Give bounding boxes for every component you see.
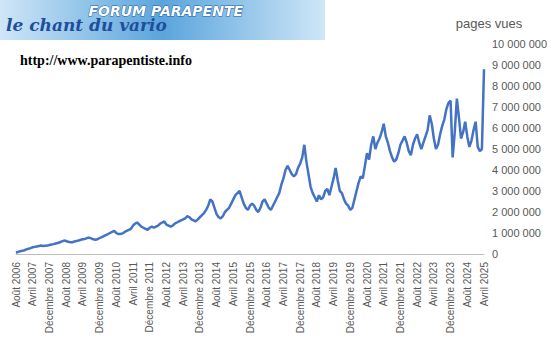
svg-text:Décembre 2015: Décembre 2015 [245, 262, 256, 334]
svg-text:pages vues: pages vues [456, 16, 523, 31]
svg-text:Avril 2007: Avril 2007 [27, 262, 38, 307]
svg-text:Août 2016: Août 2016 [261, 262, 272, 308]
svg-text:Août 2014: Août 2014 [211, 262, 222, 308]
svg-text:6 000 000: 6 000 000 [492, 122, 541, 134]
svg-text:FORUM PARAPENTE: FORUM PARAPENTE [88, 2, 243, 19]
svg-text:Avril 2011: Avril 2011 [128, 262, 139, 306]
svg-text:2 000 000: 2 000 000 [492, 206, 541, 218]
svg-text:Décembre 2007: Décembre 2007 [44, 262, 55, 334]
svg-text:Août 2020: Août 2020 [362, 262, 373, 308]
svg-text:0: 0 [492, 248, 498, 260]
svg-text:5 000 000: 5 000 000 [492, 143, 541, 155]
svg-text:Août 2008: Août 2008 [61, 262, 72, 308]
svg-text:Avril 2025: Avril 2025 [479, 262, 490, 307]
svg-text:3 000 000: 3 000 000 [492, 185, 541, 197]
svg-text:Août 2024: Août 2024 [462, 262, 473, 308]
svg-text:9 000 000: 9 000 000 [492, 59, 541, 71]
svg-text:Décembre 2013: Décembre 2013 [194, 262, 205, 334]
svg-text:Août 2012: Août 2012 [161, 262, 172, 308]
svg-text:7 000 000: 7 000 000 [492, 101, 541, 113]
svg-text:Avril 2009: Avril 2009 [77, 262, 88, 307]
svg-text:Août 2018: Août 2018 [311, 262, 322, 308]
svg-text:Août 2010: Août 2010 [111, 262, 122, 308]
svg-text:Août 2006: Août 2006 [11, 262, 22, 308]
svg-text:Décembre 2019: Décembre 2019 [345, 262, 356, 334]
svg-text:Avril 2015: Avril 2015 [228, 262, 239, 307]
svg-text:Décembre 2009: Décembre 2009 [94, 262, 105, 334]
svg-text:Avril 2021: Avril 2021 [378, 262, 389, 307]
svg-text:http://www.parapentiste.info: http://www.parapentiste.info [20, 53, 192, 68]
svg-text:Avril 2013: Avril 2013 [178, 262, 189, 307]
svg-text:10 000 000: 10 000 000 [492, 38, 547, 50]
svg-text:Décembre 2021: Décembre 2021 [395, 262, 406, 334]
svg-text:Avril 2019: Avril 2019 [328, 262, 339, 307]
svg-text:Avril 2017: Avril 2017 [278, 262, 289, 307]
svg-text:8 000 000: 8 000 000 [492, 80, 541, 92]
svg-text:Avril 2023: Avril 2023 [428, 262, 439, 307]
svg-text:Décembre 2011: Décembre 2011 [144, 262, 155, 333]
svg-text:4 000 000: 4 000 000 [492, 164, 541, 176]
svg-text:le chant du vario: le chant du vario [6, 15, 167, 35]
svg-text:Décembre 2017: Décembre 2017 [295, 262, 306, 334]
svg-text:1 000 000: 1 000 000 [492, 227, 541, 239]
svg-text:Décembre 2023: Décembre 2023 [445, 262, 456, 334]
svg-text:Août 2022: Août 2022 [412, 262, 423, 308]
